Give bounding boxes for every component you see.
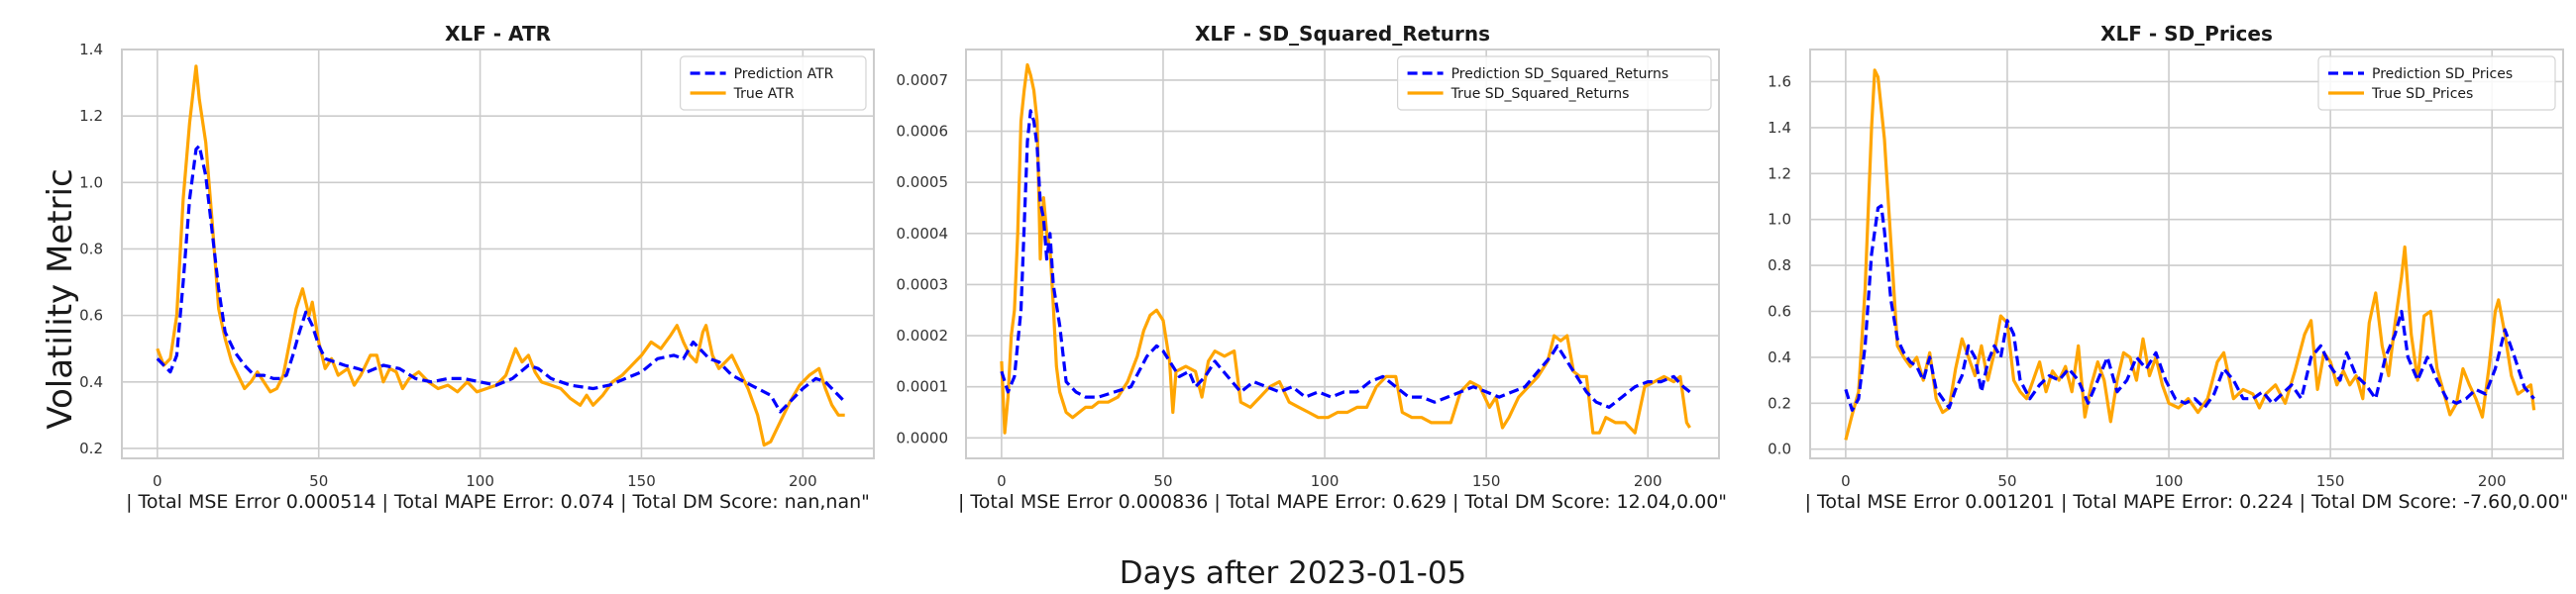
- y-tick-label: 0.2: [1768, 394, 1791, 412]
- x-tick-label: 50: [1997, 472, 2016, 490]
- y-tick-label: 0.6: [1768, 303, 1791, 321]
- chart-title: XLF - SD_Prices: [2100, 22, 2273, 46]
- y-tick-label: 1.4: [79, 41, 103, 58]
- legend-label: True ATR: [733, 86, 795, 102]
- series-line: [1000, 62, 1691, 435]
- series-line: [1844, 204, 2535, 412]
- legend: Prediction ATR True ATR: [679, 55, 867, 111]
- y-tick-label: 0.8: [79, 240, 103, 257]
- y-tick-label: 1.0: [1768, 211, 1791, 229]
- chart-caption: | Total MSE Error 0.001201 | Total MAPE …: [1805, 491, 2569, 513]
- y-tick-label: 1.0: [79, 173, 103, 191]
- figure-xlabel: Days after 2023-01-05: [1120, 555, 1467, 591]
- legend-label: Prediction ATR: [734, 66, 834, 82]
- chart-panel: 0 50 100 150 200 0.0000 0.0001 0.0002 0.0003 0.00…: [897, 22, 1728, 513]
- legend-label: Prediction SD_Prices: [2372, 66, 2513, 82]
- plot-area: [1810, 50, 2563, 458]
- chart-panel: 0 50 100 150 200 0.2 0.4 0.6 0.8 1.0 1.2 1.4 XLF - A…: [79, 22, 875, 513]
- y-tick-label: 1.2: [79, 107, 103, 125]
- y-tick-label: 1.2: [1768, 164, 1791, 182]
- y-tick-label: 0.0006: [897, 123, 949, 141]
- y-tick-label: 0.4: [79, 373, 103, 391]
- y-tick-label: 0.2: [79, 440, 103, 457]
- x-tick-label: 150: [627, 472, 656, 490]
- chart-panel: 0 50 100 150 200 0.0 0.2 0.4 0.6 0.8 1.0 1.2 1.4 1.6 X…: [1768, 22, 2568, 513]
- y-tick-label: 0.6: [79, 307, 103, 325]
- y-tick-label: 1.6: [1768, 72, 1791, 90]
- plot-frame: [121, 49, 875, 459]
- x-tick-label: 100: [1311, 472, 1340, 490]
- x-tick-label: 150: [2316, 472, 2345, 490]
- y-tick-label: 0.0004: [897, 225, 949, 243]
- y-tick-label: 0.4: [1768, 348, 1791, 366]
- figure-ylabel: Volatility Metric: [41, 168, 80, 429]
- y-tick-label: 0.0007: [897, 71, 949, 89]
- legend: Prediction SD_Prices True SD_Prices: [2317, 55, 2556, 111]
- series-line: [1000, 109, 1691, 409]
- y-tick-label: 0.0003: [897, 275, 949, 293]
- legend-label: True SD_Squared_Returns: [1450, 86, 1630, 102]
- y-tick-label: 0.0001: [897, 378, 949, 396]
- series-line: [156, 64, 845, 447]
- y-tick-label: 0.0000: [897, 429, 949, 446]
- y-tick-label: 0.0005: [897, 173, 949, 191]
- plot-frame: [965, 49, 1720, 459]
- plot-area: [966, 50, 1719, 458]
- series-line: [156, 144, 846, 414]
- chart-title: XLF - ATR: [445, 22, 551, 46]
- x-tick-label: 150: [1472, 472, 1501, 490]
- x-tick-label: 200: [1634, 472, 1663, 490]
- x-tick-label: 0: [997, 472, 1007, 490]
- charts-group: 0 50 100 150 200 0.2 0.4 0.6 0.8 1.0 1.2 1.4 XLF - A…: [79, 22, 2568, 513]
- series-line: [1844, 68, 2536, 441]
- legend-box: [679, 55, 867, 111]
- legend-label: Prediction SD_Squared_Returns: [1451, 66, 1669, 82]
- legend-box: [2317, 55, 2556, 111]
- legend: Prediction SD_Squared_Returns True SD_Squ…: [1396, 55, 1712, 111]
- plot-area: [122, 50, 874, 458]
- y-tick-label: 0.8: [1768, 256, 1791, 274]
- x-tick-label: 50: [309, 472, 328, 490]
- x-tick-label: 0: [1841, 472, 1851, 490]
- chart-caption: | Total MSE Error 0.000514 | Total MAPE …: [126, 491, 870, 513]
- x-tick-label: 0: [153, 472, 162, 490]
- plot-frame: [1809, 49, 2564, 459]
- y-tick-label: 1.4: [1768, 119, 1791, 137]
- x-tick-label: 100: [466, 472, 494, 490]
- legend-box: [1396, 55, 1712, 111]
- chart-caption: | Total MSE Error 0.000836 | Total MAPE …: [958, 491, 1727, 513]
- x-tick-label: 100: [2155, 472, 2184, 490]
- chart-title: XLF - SD_Squared_Returns: [1195, 22, 1490, 46]
- y-tick-label: 0.0002: [897, 327, 949, 345]
- x-tick-label: 50: [1153, 472, 1172, 490]
- x-tick-label: 200: [2478, 472, 2507, 490]
- x-tick-label: 200: [789, 472, 817, 490]
- legend-label: True SD_Prices: [2371, 86, 2473, 102]
- y-tick-label: 0.0: [1768, 441, 1791, 458]
